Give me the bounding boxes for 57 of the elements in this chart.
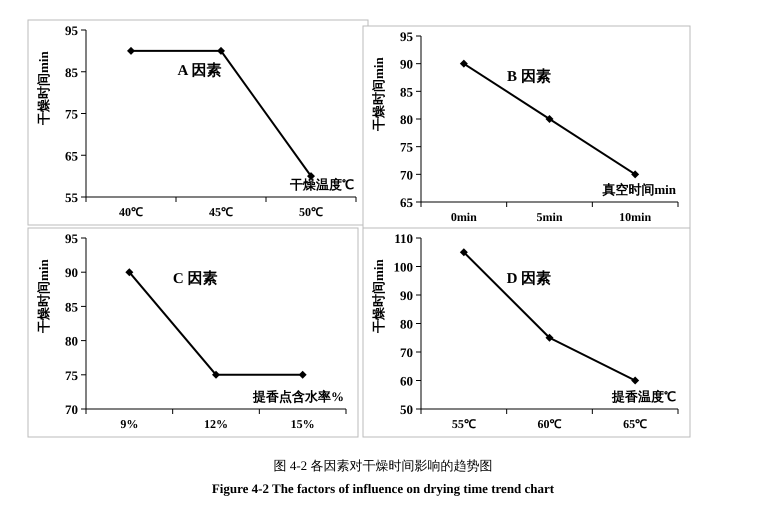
y-tick-label: 90 [65,265,78,280]
point [460,248,468,256]
text: B 因素 [507,68,551,85]
y-tick-label: 100 [394,260,413,274]
y-tick-label: 80 [400,316,413,332]
y-tick-label: 75 [65,368,78,383]
point [546,334,554,342]
y-tick-label: 90 [400,288,413,303]
y-tick-label: 80 [65,334,78,349]
caption: 图 4-2 各因素对干燥时间影响的趋势图 [274,458,492,473]
y-tick-label: 110 [394,231,413,246]
y-axis-title: 干燥时间min [371,258,386,334]
text: C 因素 [172,270,218,287]
caption: Figure 4-2 The factors of influence on drying time trend chart [212,481,555,496]
y-tick-label: 70 [400,167,413,182]
y-tick-label: 70 [400,345,413,360]
y-tick-label: 80 [400,112,413,127]
y-tick-label: 95 [400,29,414,44]
point [631,170,640,178]
x-axis-title: 提香温度℃ [611,389,676,404]
text: D 因素 [506,270,552,287]
y-tick-label: 55 [65,190,78,205]
y-tick-label: 95 [65,23,78,38]
x-tick-label: 50℃ [299,205,323,219]
x-tick-label: 10min [619,210,652,224]
y-tick-label: 95 [65,231,78,246]
y-tick-label: 75 [400,140,414,155]
point [546,115,554,123]
y-tick-label: 70 [65,402,78,417]
x-tick-label: 55℃ [452,417,476,431]
x-tick-label: 45℃ [209,205,233,219]
x-tick-label: 15% [290,417,315,431]
y-tick-label: 75 [65,106,78,122]
y-tick-label: 85 [65,299,78,314]
y-tick-label: 85 [65,64,78,80]
y-tick-label: 90 [400,56,413,72]
y-axis-title: 干燥时间min [371,56,386,132]
x-tick-label: 65℃ [623,417,648,431]
x-axis-title: 干燥温度℃ [289,177,354,192]
x-tick-label: 40℃ [119,205,143,219]
y-tick-label: 65 [400,195,414,210]
x-tick-label: 60℃ [538,417,562,431]
x-tick-label: 9% [120,417,138,431]
y-tick-label: 85 [400,84,414,100]
x-tick-label: 0min [450,210,478,224]
point [460,60,468,68]
x-tick-label: 12% [204,417,228,431]
x-tick-label: 5min [536,210,563,224]
x-axis-title: 提香点含水率% [252,389,344,404]
y-axis-title: 干燥时间min [36,258,51,334]
point [631,376,640,384]
y-tick-label: 60 [400,374,413,388]
y-tick-label: 50 [400,402,413,417]
text: A 因素 [178,62,222,79]
y-axis-title: 干燥时间min [36,50,51,126]
x-axis-title: 真空时间min [601,182,677,197]
y-tick-label: 65 [65,148,78,164]
